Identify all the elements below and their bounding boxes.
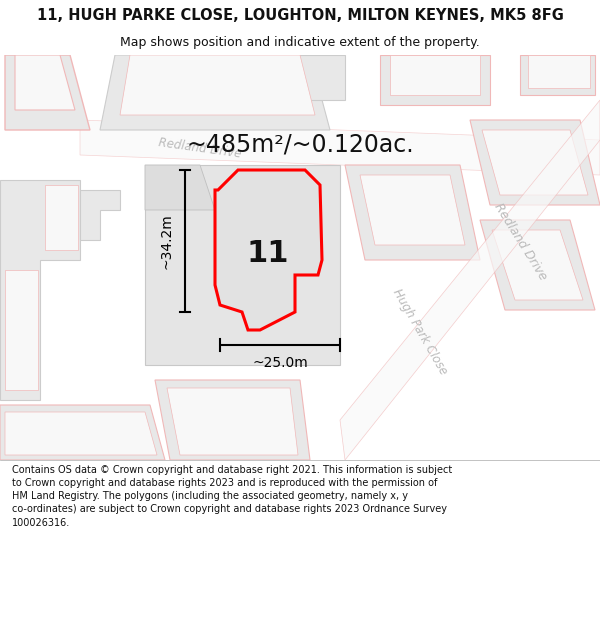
Polygon shape: [492, 230, 583, 300]
Polygon shape: [480, 220, 595, 310]
Polygon shape: [145, 165, 340, 365]
Polygon shape: [0, 405, 165, 460]
Polygon shape: [5, 412, 157, 455]
Polygon shape: [470, 120, 600, 205]
Text: 11: 11: [247, 239, 289, 268]
Polygon shape: [520, 55, 595, 95]
Text: ~25.0m: ~25.0m: [252, 356, 308, 370]
Polygon shape: [45, 185, 78, 250]
Polygon shape: [100, 55, 330, 130]
Text: Hugh Park Close: Hugh Park Close: [390, 287, 450, 378]
Polygon shape: [295, 55, 345, 100]
Text: ~34.2m: ~34.2m: [160, 213, 174, 269]
Polygon shape: [120, 55, 315, 115]
Text: Redland Drive: Redland Drive: [158, 136, 242, 160]
Text: Map shows position and indicative extent of the property.: Map shows position and indicative extent…: [120, 36, 480, 49]
Polygon shape: [80, 190, 120, 240]
Polygon shape: [155, 380, 310, 460]
Polygon shape: [390, 55, 480, 95]
Polygon shape: [145, 165, 215, 210]
Polygon shape: [5, 270, 38, 390]
Text: ~485m²/~0.120ac.: ~485m²/~0.120ac.: [186, 132, 414, 156]
Polygon shape: [0, 180, 80, 400]
Text: Contains OS data © Crown copyright and database right 2021. This information is : Contains OS data © Crown copyright and d…: [12, 465, 452, 528]
Text: 11, HUGH PARKE CLOSE, LOUGHTON, MILTON KEYNES, MK5 8FG: 11, HUGH PARKE CLOSE, LOUGHTON, MILTON K…: [37, 8, 563, 23]
Polygon shape: [15, 55, 75, 110]
Polygon shape: [215, 170, 322, 330]
Polygon shape: [360, 175, 465, 245]
Polygon shape: [80, 120, 600, 175]
Polygon shape: [380, 55, 490, 105]
Polygon shape: [5, 55, 90, 130]
Polygon shape: [167, 388, 298, 455]
Text: Redland Drive: Redland Drive: [491, 201, 549, 283]
Polygon shape: [345, 165, 480, 260]
Polygon shape: [528, 55, 590, 88]
Polygon shape: [482, 130, 588, 195]
Polygon shape: [340, 100, 600, 460]
